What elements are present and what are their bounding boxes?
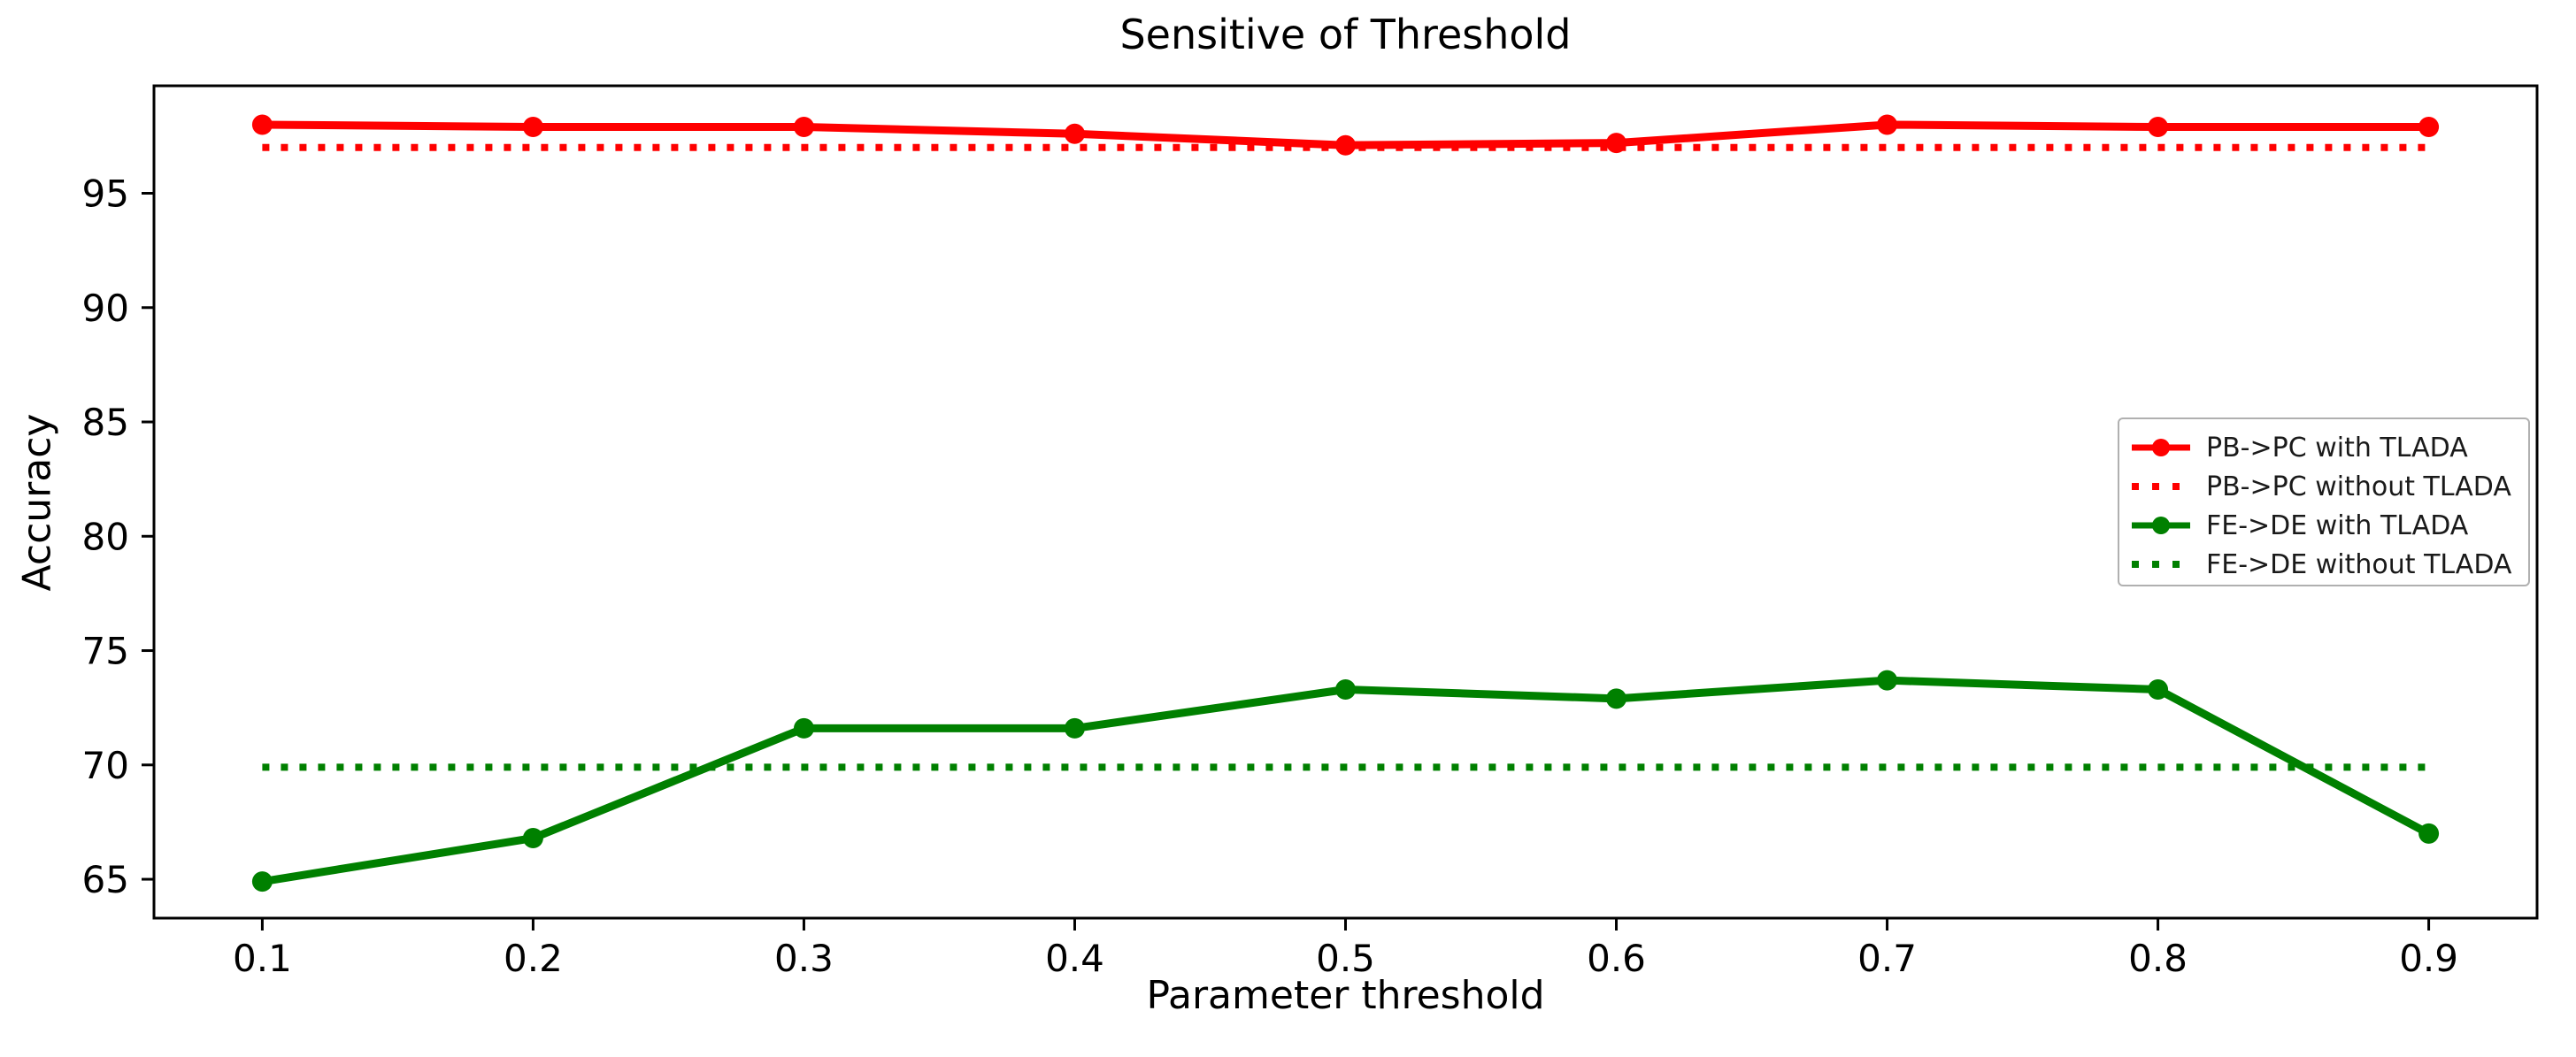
legend-sample-dotted-red-icon [2132, 483, 2190, 490]
x-tick-label: 0.7 [1857, 937, 1917, 980]
y-tick-label: 70 [82, 744, 129, 787]
y-tick-label: 80 [82, 515, 129, 558]
x-tick-label: 0.4 [1045, 937, 1104, 980]
legend: PB->PC with TLADA PB->PC without TLADA F… [2118, 417, 2530, 586]
legend-row-fe-de-with-tlada: FE->DE with TLADA [2130, 507, 2519, 544]
series-pb-pc-with-tlada-marker [2148, 117, 2169, 138]
series-fe-de-with-tlada-marker [251, 871, 273, 892]
series-fe-de-with-tlada-marker [1606, 688, 1627, 709]
series-fe-de-with-tlada-line [261, 676, 2431, 886]
x-tick-label: 0.2 [504, 937, 563, 980]
legend-sample-dotted-green-icon [2132, 561, 2190, 568]
series-fe-de-with-tlada-marker [793, 717, 814, 739]
series-fe-de-with-tlada-marker [1335, 678, 1356, 700]
series-pb-pc-with-tlada-marker [522, 117, 543, 138]
series-pb-pc-with-tlada-marker [793, 117, 814, 138]
y-tick-label: 90 [82, 287, 129, 330]
legend-row-pb-pc-with-tlada: PB->PC with TLADA [2130, 429, 2519, 466]
legend-label: FE->DE without TLADA [2206, 548, 2512, 580]
legend-sample-solid-red-icon [2132, 439, 2190, 456]
series-fe-de-with-tlada-marker [1877, 670, 1898, 691]
legend-label: PB->PC with TLADA [2206, 432, 2468, 463]
legend-label: PB->PC without TLADA [2206, 471, 2511, 502]
series-pb-pc-with-tlada-marker [1606, 133, 1627, 154]
legend-row-fe-de-without-tlada: FE->DE without TLADA [2130, 546, 2519, 583]
x-tick-label: 0.8 [2128, 937, 2188, 980]
y-tick-label: 75 [82, 630, 129, 673]
x-tick-label: 0.1 [233, 937, 292, 980]
legend-label: FE->DE with TLADA [2206, 509, 2469, 541]
y-tick-label: 85 [82, 401, 129, 444]
x-tick-label: 0.5 [1316, 937, 1375, 980]
series-pb-pc-with-tlada-marker [251, 114, 273, 135]
y-axis-label: Accuracy [14, 413, 60, 592]
chart-title: Sensitive of Threshold [1119, 11, 1572, 58]
x-axis-label: Parameter threshold [1146, 973, 1545, 1018]
y-tick-label: 65 [82, 858, 129, 901]
series-fe-de-with-tlada-marker [2148, 678, 2169, 700]
legend-row-pb-pc-without-tlada: PB->PC without TLADA [2130, 468, 2519, 505]
series-fe-de-with-tlada-marker [522, 828, 543, 849]
series-pb-pc-with-tlada-marker [1335, 134, 1356, 156]
y-tick-label: 95 [82, 172, 129, 216]
legend-sample-solid-green-icon [2132, 517, 2190, 534]
x-tick-label: 0.9 [2399, 937, 2458, 980]
x-tick-label: 0.6 [1587, 937, 1646, 980]
series-pb-pc-with-tlada-marker [1877, 114, 1898, 135]
series-pb-pc-with-tlada-marker [2418, 117, 2440, 138]
series-fe-de-with-tlada-marker [1064, 717, 1085, 739]
series-fe-de-with-tlada-marker [2418, 823, 2440, 844]
series-pb-pc-with-tlada-marker [1064, 123, 1085, 144]
x-tick-label: 0.3 [774, 937, 834, 980]
